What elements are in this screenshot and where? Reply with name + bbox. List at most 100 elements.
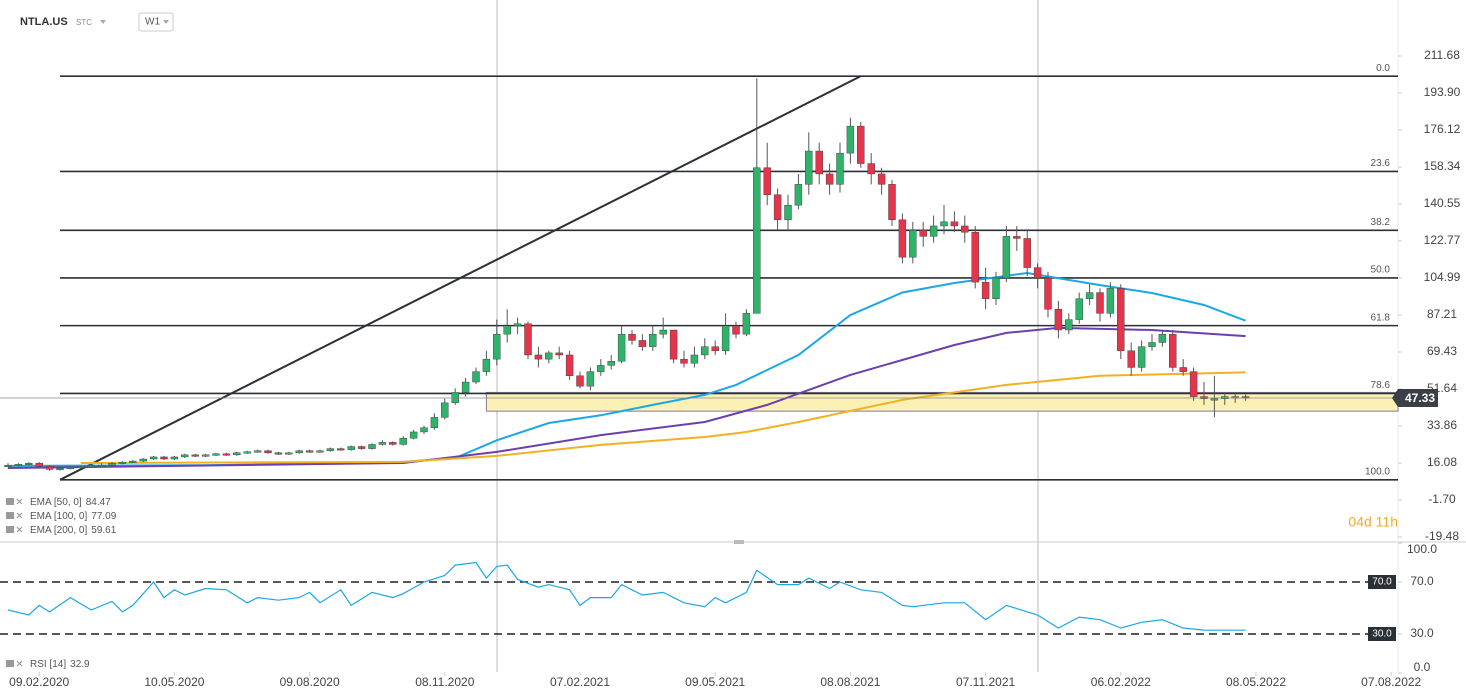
candle-body [1096,292,1104,314]
legend-icon [6,512,14,519]
rsi-level-box [1368,627,1396,641]
candle-body [139,458,147,462]
fib-label: 0.0 [1376,63,1390,74]
x-tick-label: 07.08.2022 [1361,675,1421,689]
candle-body [534,354,543,360]
panel-handle[interactable] [734,540,744,544]
candle-body [25,462,33,465]
y-tick-label: -19.48 [1425,529,1459,543]
fib-label: 61.8 [1371,312,1391,323]
instrument-type: STC [76,18,92,27]
legend-value: 77.09 [91,511,116,522]
candle-body [1158,333,1167,343]
candle-body [1033,267,1042,279]
candle-body [877,173,886,185]
fib-label: 50.0 [1371,265,1391,276]
candle-body [87,465,95,467]
fib-label: 100.0 [1365,466,1390,477]
candle-body [950,221,959,227]
symbol: NTLA.US [20,16,68,28]
candle-body [181,454,189,458]
candle-body [201,454,210,457]
x-tick-label: 08.11.2020 [415,675,474,689]
candle-body [420,427,428,433]
countdown: 04d 11h [1348,514,1398,530]
legend-remove-icon [16,526,23,533]
candle-body [659,329,667,335]
legend-value: 59.61 [91,525,116,536]
candle-body [1148,342,1156,347]
candle-body [45,466,54,470]
candle-body [108,462,116,466]
legend-value: 84.47 [86,497,111,508]
candle-body [888,184,896,220]
candle-body [1002,236,1011,279]
candle-body [1169,333,1177,368]
timeframe-button[interactable] [138,12,174,32]
candle-body [815,150,823,175]
current-price-pointer [1392,388,1398,407]
current-price-box [1398,388,1438,407]
candle-body [295,450,303,453]
candle-body [56,468,64,471]
candle-body [1127,350,1135,368]
candle-body [357,446,366,449]
candle-body [545,352,553,360]
y-tick-label: 33.86 [1427,418,1457,432]
candle-body [170,456,179,460]
candle-body [1117,288,1125,352]
candle-body [1137,346,1146,368]
candle-body [1023,238,1031,268]
candle-body [1075,298,1083,320]
x-tick-label: 08.08.2021 [820,675,880,689]
fib-label: 38.2 [1371,217,1391,228]
dropdown-caret[interactable] [163,20,169,24]
candle-body [690,354,699,364]
y-tick-label: 100.0 [1407,542,1437,556]
indicator-line [80,371,1246,464]
candle-body [368,444,376,449]
candle-body [66,467,75,470]
candle-body [649,333,657,347]
y-tick-label: 104.99 [1424,270,1461,284]
x-tick-label: 09.05.2021 [685,675,745,689]
candle-body [441,402,449,418]
candle-body [753,167,761,314]
candle-body [191,454,199,457]
y-tick-label: 211.68 [1424,48,1460,62]
x-tick-label: 08.05.2022 [1226,675,1286,689]
y-tick-label: 70.0 [1410,574,1434,588]
legend-remove-icon [16,498,23,505]
candle-body [607,361,615,366]
rsi-level-box-label: 30.0 [1372,629,1392,640]
y-tick-label: 30.0 [1410,626,1434,640]
candle-body [857,125,865,164]
candle-body [929,225,938,237]
candle-body [680,358,688,364]
candle-body [1179,367,1187,372]
candle-body [919,229,927,237]
timeframe: W1 [145,17,160,28]
dropdown-caret[interactable] [100,20,106,24]
candle-body [1013,236,1021,239]
current-price-label: 47.33 [1405,391,1435,405]
y-tick-label: 140.55 [1424,196,1461,210]
candle-body [555,352,563,356]
candle-body [628,333,636,341]
candle-body [274,452,283,455]
candle-body [721,325,730,352]
legend-name: RSI [14] [30,659,66,670]
candle-body [742,313,751,335]
candle-body [118,461,127,464]
candle-body [305,450,314,453]
candle-body [836,152,844,185]
candle-body [909,229,917,258]
candle-body [4,465,12,467]
y-tick-label: 122.77 [1424,233,1461,247]
candle-body [597,365,605,372]
candle-body [97,465,106,467]
y-tick-label: 87.21 [1427,307,1457,321]
y-tick-label: 176.12 [1424,122,1461,136]
